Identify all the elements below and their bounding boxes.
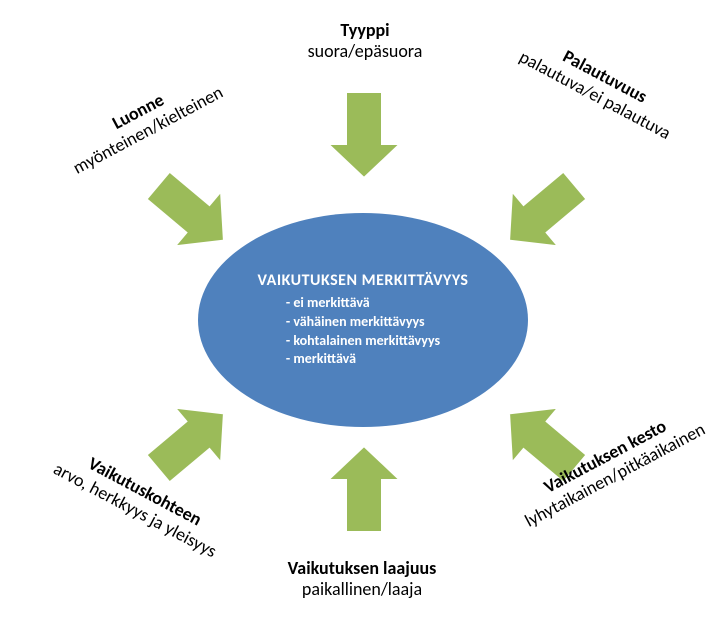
factor-subtitle: palautuva/ei palautuva bbox=[476, 25, 715, 165]
factor-subtitle: myönteinen/kielteinen bbox=[41, 67, 254, 193]
diagram-stage: VAIKUTUKSEN MERKITTÄVYYS ei merkittävävä… bbox=[0, 0, 727, 626]
factor-subtitle: suora/epäsuora bbox=[265, 41, 465, 62]
factor-palautuvuus: Palautuvuuspalautuva/ei palautuva bbox=[476, 6, 725, 165]
arrow-icon bbox=[328, 92, 400, 178]
arrow-icon bbox=[135, 158, 247, 268]
center-ellipse: VAIKUTUKSEN MERKITTÄVYYS ei merkittävävä… bbox=[198, 213, 528, 427]
center-list: ei merkittävävähäinen merkittävyyskohtal… bbox=[286, 294, 440, 370]
arrow-icon bbox=[328, 446, 400, 532]
center-list-item: vähäinen merkittävyys bbox=[286, 313, 440, 332]
center-list-item: kohtalainen merkittävyys bbox=[286, 332, 440, 351]
factor-laajuus: Vaikutuksen laajuuspaikallinen/laaja bbox=[252, 558, 472, 599]
factor-tyyppi: Tyyppisuora/epäsuora bbox=[265, 20, 465, 61]
arrow-icon bbox=[486, 158, 598, 268]
factor-title: Tyyppi bbox=[265, 20, 465, 41]
center-list-item: ei merkittävä bbox=[286, 294, 440, 313]
arrow-icon bbox=[135, 386, 247, 496]
factor-luonne: Luonnemyönteinen/kielteinen bbox=[32, 48, 255, 193]
factor-title: Luonne bbox=[32, 48, 245, 174]
center-title: VAIKUTUKSEN MERKITTÄVYYS bbox=[258, 271, 469, 290]
factor-subtitle: paikallinen/laaja bbox=[252, 579, 472, 600]
factor-title: Palautuvuus bbox=[485, 6, 724, 146]
factor-title: Vaikutuksen laajuus bbox=[252, 558, 472, 579]
center-list-item: merkittävä bbox=[286, 350, 440, 369]
